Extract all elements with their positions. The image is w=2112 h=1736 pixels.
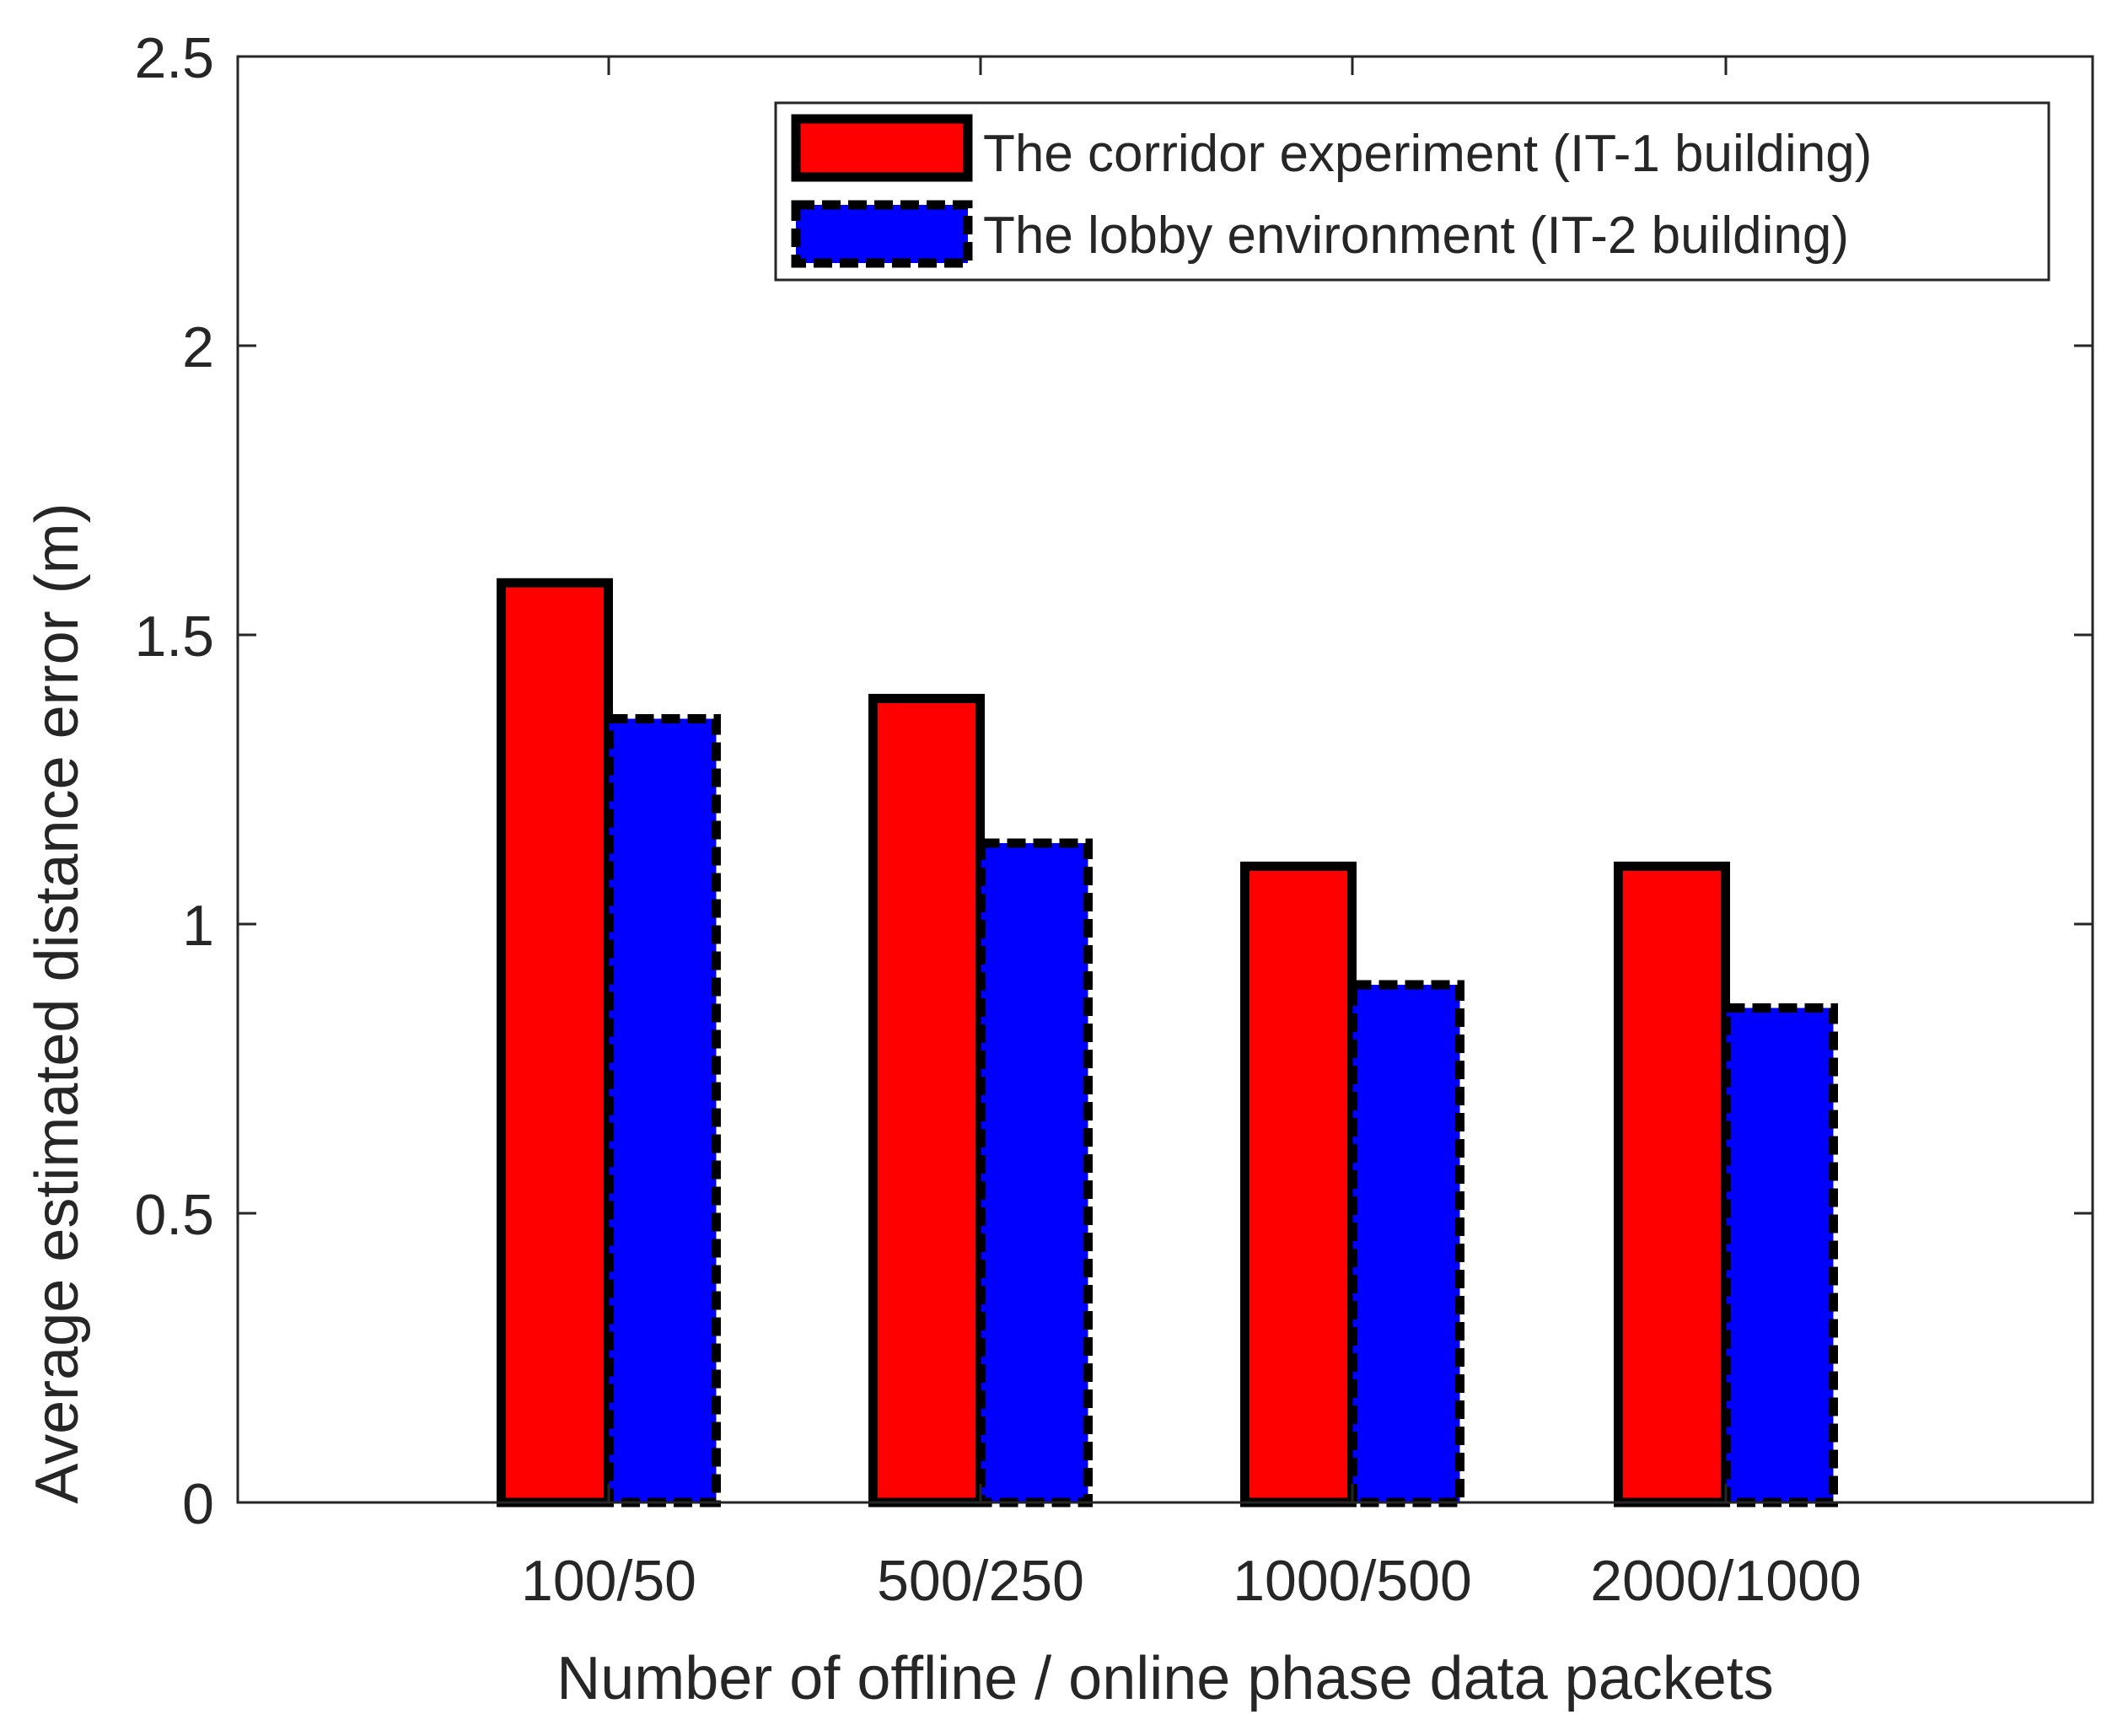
- y-tick-label: 1: [182, 894, 214, 958]
- legend-swatch-corridor: [791, 114, 973, 182]
- bar-corridor-100-50: [497, 578, 613, 1508]
- legend: The corridor experiment (IT-1 building) …: [774, 101, 2050, 282]
- legend-swatch-lobby: [791, 200, 973, 268]
- bar-lobby-2000-1000: [1722, 1002, 1838, 1508]
- bars-layer: [497, 578, 1838, 1508]
- y-tick-label: 1.5: [134, 605, 214, 669]
- y-tick-label: 0: [182, 1472, 214, 1536]
- bar-lobby-500-250: [976, 838, 1093, 1508]
- x-tick-label-100-50: 100/50: [521, 1549, 696, 1613]
- bar-lobby-1000-500: [1348, 980, 1464, 1508]
- bar-corridor-2000-1000: [1614, 861, 1730, 1508]
- y-tick-label: 0.5: [134, 1183, 214, 1247]
- axes-box: [236, 55, 2094, 1504]
- bar-corridor-500-250: [868, 693, 985, 1508]
- legend-box: [774, 101, 2050, 282]
- axes-layer: [236, 55, 2094, 1504]
- ticks-layer: 0 0.5 1 1.5 2 2.5 100/50 500/250 1000/500 2000/10…: [134, 26, 2093, 1613]
- y-tick-label: 2: [182, 315, 214, 379]
- legend-label-corridor: The corridor experiment (IT-1 building): [983, 125, 1872, 183]
- x-axis-label: Number of offline / online phase data pa…: [556, 1645, 1774, 1712]
- x-tick-label-2000-1000: 2000/1000: [1590, 1549, 1861, 1613]
- x-tick-label-500-250: 500/250: [877, 1549, 1084, 1613]
- bar-corridor-1000-500: [1240, 861, 1357, 1508]
- y-axis-label: Average estimated distance error (m): [24, 503, 91, 1503]
- bar-lobby-100-50: [605, 713, 721, 1508]
- legend-label-lobby: The lobby environment (IT-2 building): [983, 207, 1849, 265]
- x-tick-label-1000-500: 1000/500: [1233, 1549, 1472, 1613]
- y-tick-label: 2.5: [134, 26, 214, 90]
